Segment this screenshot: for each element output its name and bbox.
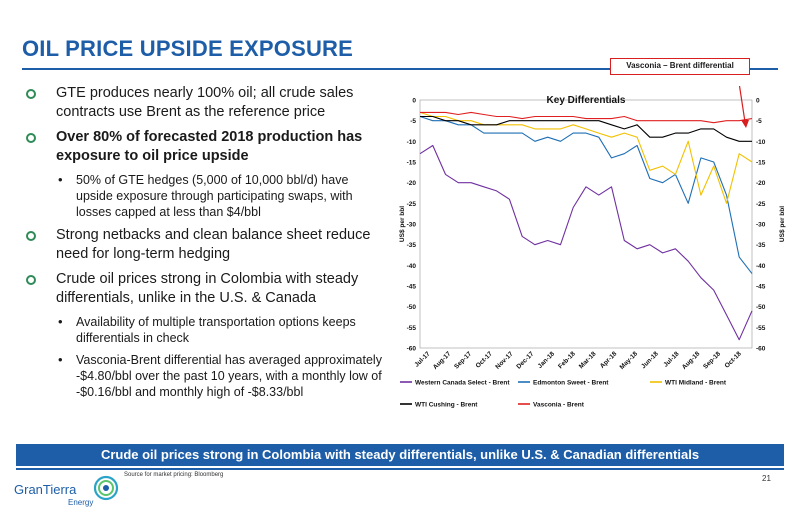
y-tick-label-right: -5 <box>756 118 762 125</box>
summary-banner: Crude oil prices strong in Colombia with… <box>16 444 784 466</box>
bullet-text: 50% of GTE hedges (5,000 of 10,000 bbl/d… <box>76 173 353 219</box>
bullet-text: Strong netbacks and clean balance sheet … <box>56 227 371 262</box>
y-tick-label-right: -25 <box>756 201 766 208</box>
y-axis-label-left: US$ per bbl <box>399 206 406 242</box>
x-tick-label: Mar-18 <box>578 350 598 370</box>
bullet-ring-icon <box>26 275 36 285</box>
bullet-text: Crude oil prices strong in Colombia with… <box>56 271 359 306</box>
x-tick-label: Jun-18 <box>640 350 660 370</box>
y-tick-label-left: -25 <box>407 201 417 208</box>
page-title: OIL PRICE UPSIDE EXPOSURE <box>22 36 354 61</box>
y-tick-label-left: -5 <box>410 118 416 125</box>
y-tick-label-right: -45 <box>756 284 766 291</box>
x-tick-label: Apr-18 <box>599 350 619 370</box>
bullet-text: Vasconia-Brent differential has averaged… <box>76 353 382 399</box>
x-tick-label: Sep-18 <box>702 350 722 370</box>
y-tick-label-left: -55 <box>407 325 417 332</box>
y-tick-label-right: -55 <box>756 325 766 332</box>
sub-bullet-item: • Vasconia-Brent differential has average… <box>24 352 384 400</box>
bullet-list: GTE produces nearly 100% oil; all crude … <box>24 84 384 406</box>
plot-area <box>419 99 753 349</box>
y-tick-label-left: -20 <box>407 180 417 187</box>
x-tick-label: Jul-18 <box>662 350 681 369</box>
y-tick-label-right: 0 <box>756 98 760 105</box>
callout-arrow-line <box>738 86 746 123</box>
y-tick-label-right: -20 <box>756 180 766 187</box>
x-tick-label: May-18 <box>619 350 640 371</box>
logo-subtext: Energy <box>68 498 94 507</box>
y-tick-label-left: 0 <box>412 98 416 105</box>
y-tick-label-right: -15 <box>756 160 766 167</box>
x-tick-label: Feb-18 <box>557 350 577 370</box>
callout-arrow-head <box>741 120 749 128</box>
y-tick-label-left: -45 <box>407 284 417 291</box>
x-tick-label: Aug-18 <box>681 350 702 371</box>
x-tick-label: Jul-17 <box>413 350 432 369</box>
x-tick-label: Oct-17 <box>475 350 495 370</box>
y-tick-label-right: -35 <box>756 242 766 249</box>
bullet-ring-icon <box>26 89 36 99</box>
bullet-item: Crude oil prices strong in Colombia with… <box>24 270 384 308</box>
bullet-item: GTE produces nearly 100% oil; all crude … <box>24 84 384 122</box>
bullet-dot-icon: • <box>58 172 63 187</box>
chart-title: Key Differentials <box>547 95 626 106</box>
y-tick-label-right: -50 <box>756 304 766 311</box>
x-tick-label: Oct-18 <box>724 350 744 370</box>
x-tick-label: Nov-17 <box>494 350 515 371</box>
legend-label: WTI Cushing - Brent <box>415 402 478 409</box>
y-tick-label-left: -60 <box>407 346 417 353</box>
x-tick-label: Dec-17 <box>515 350 535 370</box>
bullet-dot-icon: • <box>58 314 63 329</box>
x-tick-label: Jan-18 <box>537 350 557 370</box>
legend-label: Vasconia - Brent <box>533 402 585 409</box>
y-tick-label-left: -35 <box>407 242 417 249</box>
series-line <box>419 115 753 274</box>
y-tick-label-left: -50 <box>407 304 417 311</box>
company-logo: GranTierra Energy <box>14 470 124 510</box>
y-tick-label-left: -40 <box>407 263 417 270</box>
bullet-text: Over 80% of forecasted 2018 production h… <box>56 129 363 164</box>
bullet-ring-icon <box>26 231 36 241</box>
page-number: 21 <box>762 474 771 483</box>
key-differentials-chart: Key Differentials 0 0 -5 -5 -10 -10 -15 -15 -20 -2… <box>399 86 786 409</box>
source-note: Source for market pricing: Bloomberg <box>124 472 224 478</box>
y-tick-label-left: -15 <box>407 160 417 167</box>
y-tick-label-right: -30 <box>756 222 766 229</box>
bullet-item: Over 80% of forecasted 2018 production h… <box>24 128 384 166</box>
bullet-text: GTE produces nearly 100% oil; all crude … <box>56 85 354 120</box>
series-line <box>420 115 752 142</box>
series-line <box>420 111 753 124</box>
bullet-ring-icon <box>26 133 36 143</box>
y-axis-label-right: US$ per bbl <box>779 206 786 242</box>
bullet-text: Availability of multiple transportation … <box>76 315 356 345</box>
bullet-dot-icon: • <box>58 352 63 367</box>
y-tick-label-right: -60 <box>756 346 766 353</box>
x-tick-label: Aug-17 <box>432 350 453 371</box>
y-tick-label-left: -30 <box>407 222 417 229</box>
logo-mark-icon <box>93 475 119 501</box>
sub-bullet-item: • 50% of GTE hedges (5,000 of 10,000 bbl/… <box>24 172 384 220</box>
series-line <box>419 144 753 341</box>
sub-bullet-item: • Availability of multiple transportation… <box>24 314 384 346</box>
logo-wordmark: GranTierra <box>14 482 77 497</box>
legend-label: Edmonton Sweet - Brent <box>533 380 609 387</box>
y-tick-label-left: -10 <box>407 139 417 146</box>
series-line <box>419 111 753 204</box>
legend-label: WTI Midland - Brent <box>665 380 727 387</box>
legend-label: Western Canada Select - Brent <box>415 380 510 387</box>
title-divider <box>22 68 778 70</box>
bullet-item: Strong netbacks and clean balance sheet … <box>24 226 384 264</box>
x-tick-label: Sep-17 <box>453 350 473 370</box>
footer-divider <box>16 468 784 470</box>
y-tick-label-right: -40 <box>756 263 766 270</box>
vasconia-callout: Vasconia – Brent differential <box>610 58 750 75</box>
y-tick-label-right: -10 <box>756 139 766 146</box>
